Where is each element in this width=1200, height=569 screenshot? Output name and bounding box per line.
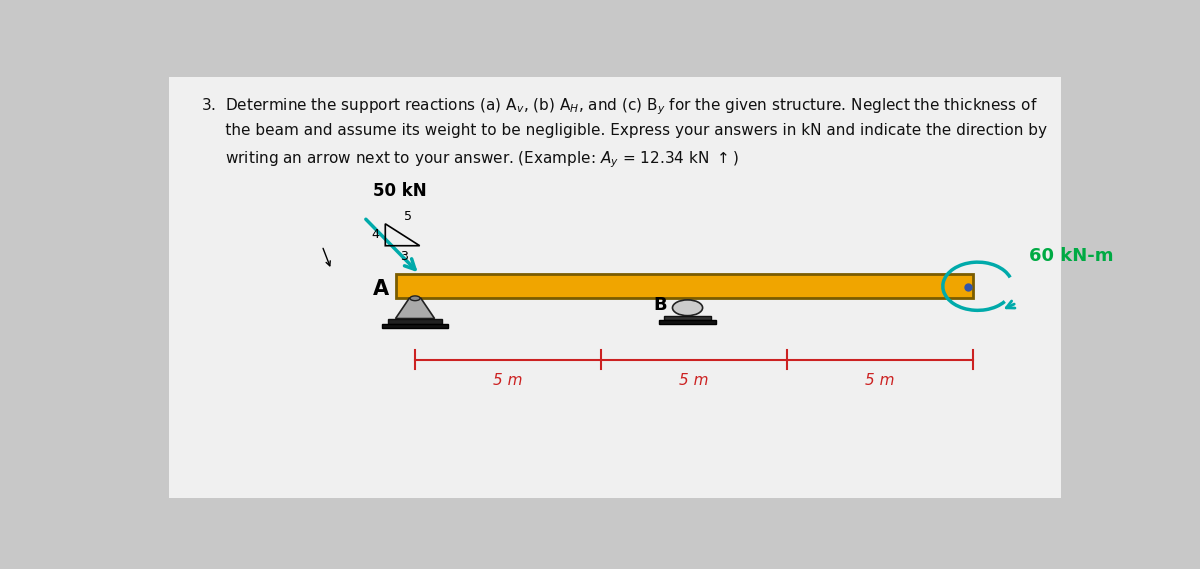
Circle shape — [410, 296, 420, 300]
Text: 60 kN-m: 60 kN-m — [1028, 246, 1114, 265]
Text: writing an arrow next to your answer. (Example: $A_y$ = 12.34 kN $\uparrow$): writing an arrow next to your answer. (E… — [202, 149, 739, 170]
Text: 5: 5 — [403, 209, 412, 222]
Text: 5 m: 5 m — [493, 373, 523, 388]
Text: 3.  Determine the support reactions (a) A$_v$, (b) A$_H$, and (c) B$_y$ for the : 3. Determine the support reactions (a) A… — [202, 97, 1038, 117]
Text: B: B — [654, 296, 667, 314]
Bar — [388, 319, 443, 324]
Text: 5 m: 5 m — [679, 373, 709, 388]
Text: A: A — [373, 279, 389, 299]
Text: 3: 3 — [400, 250, 408, 263]
Polygon shape — [396, 298, 434, 319]
Bar — [382, 324, 449, 328]
Text: 5 m: 5 m — [865, 373, 895, 388]
Bar — [659, 320, 716, 324]
Bar — [396, 274, 973, 298]
Bar — [664, 316, 710, 320]
Text: 4: 4 — [371, 228, 379, 241]
Text: the beam and assume its weight to be negligible. Express your answers in kN and : the beam and assume its weight to be neg… — [202, 123, 1048, 138]
Ellipse shape — [672, 300, 703, 316]
FancyBboxPatch shape — [168, 77, 1062, 498]
Text: 50 kN: 50 kN — [373, 182, 427, 200]
